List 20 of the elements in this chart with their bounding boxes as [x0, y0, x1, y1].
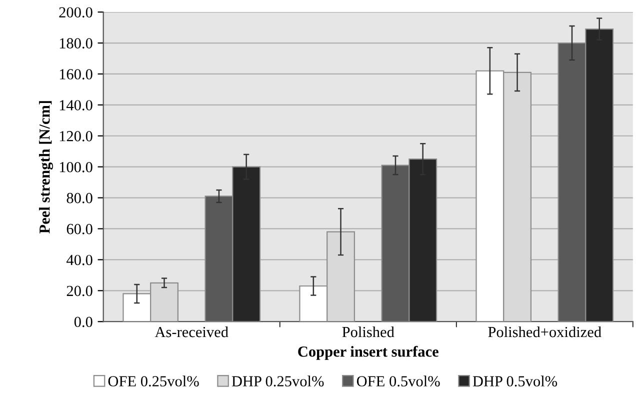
- y-tick-label: 60.0: [66, 224, 92, 234]
- y-axis-title: Peel strength [N/cm]: [39, 101, 54, 234]
- legend-label: DHP 0.5vol%: [472, 376, 558, 386]
- y-tick-label: 180.0: [60, 38, 92, 49]
- y-tick-label: 200.0: [59, 7, 92, 18]
- y-tick-label: 20.0: [66, 286, 92, 296]
- y-tick-label: 160.0: [60, 69, 92, 80]
- y-tick-label: 140.0: [60, 100, 92, 110]
- y-tick-label: 0.0: [74, 316, 92, 328]
- y-tick-label: 40.0: [66, 254, 92, 266]
- y-tick-label: 80.0: [66, 192, 92, 204]
- x-tick-label: Polished: [342, 326, 394, 338]
- y-tick-label: 100.0: [60, 162, 92, 172]
- legend-label: OFE 0.5vol%: [356, 376, 440, 386]
- legend-label: DHP 0.25vol%: [232, 376, 324, 386]
- x-tick-label: As-received: [154, 326, 228, 338]
- legend-label: OFE 0.25vol%: [108, 376, 199, 386]
- x-axis-title: Copper insert surface: [298, 346, 438, 360]
- y-tick-label: 120.0: [60, 131, 92, 142]
- x-tick-label: Polished+oxidized: [488, 326, 602, 338]
